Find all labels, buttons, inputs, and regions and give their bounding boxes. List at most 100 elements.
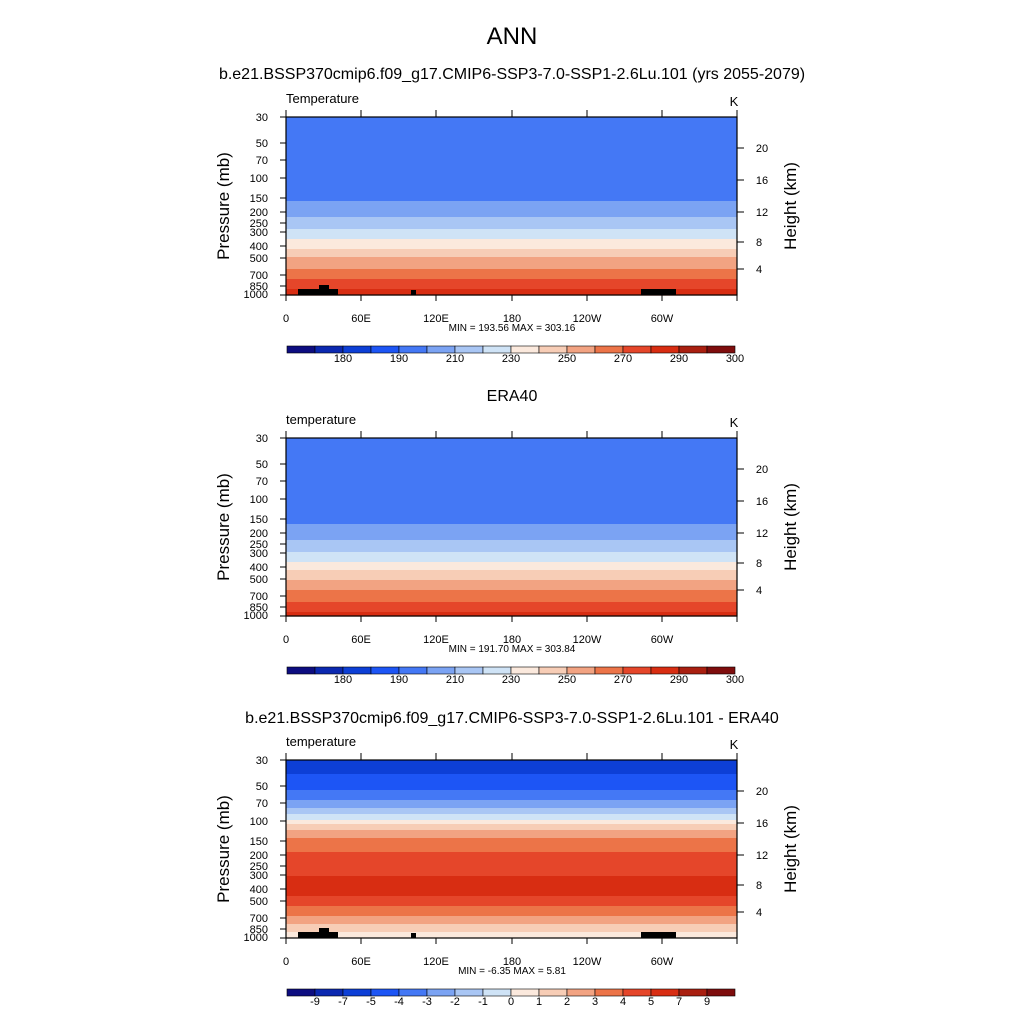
contour-band [286,143,737,146]
tick-label: 16 [756,175,768,187]
contour-band [286,564,737,567]
contour-band [286,171,737,174]
contour-band [286,185,737,188]
contour-band [286,566,737,569]
height-axis-label: Height (km) [781,805,800,893]
tick-label: 180 [503,313,521,325]
contour-band [286,570,737,573]
contour-band [286,820,737,823]
contour-band [286,163,737,166]
contour-band [286,842,737,845]
contour-band [286,133,737,136]
colorbar-box [370,988,400,997]
contour-band [286,912,737,915]
contour-band [286,850,737,853]
contour-band [286,876,737,879]
panel-model: b.e21.BSSP370cmip6.f09_g17.CMIP6-SSP3-7.… [214,66,805,365]
contour-band [286,586,737,589]
tick-label: 16 [756,818,768,830]
contour-band [286,139,737,142]
tick-label: 120W [573,956,602,968]
colorbar-box [650,345,680,354]
contour-band [286,446,737,449]
contour-band [286,874,737,877]
colorbar-box [454,345,484,354]
contour-band [286,808,737,811]
contour-band [286,502,737,505]
contour-band [286,532,737,535]
tick-label: 100 [250,173,268,185]
colorbar-label: 270 [614,353,632,365]
contour-band [286,239,737,242]
contour-band [286,540,737,543]
tick-label: 500 [250,896,268,908]
tick-label: 300 [250,548,268,560]
colorbar-box [398,666,428,675]
tick-label: 250 [250,218,268,230]
contour-band [286,283,737,286]
contour-band [286,462,737,465]
tick-label: 250 [250,539,268,551]
tick-label: 60W [651,313,674,325]
contour-band [286,814,737,817]
contour-band [286,215,737,218]
contour-band [286,119,737,122]
colorbar-box [370,666,400,675]
contour-band [286,161,737,164]
contour-band [286,776,737,779]
contour-band [286,594,737,597]
colorbar-box [566,666,596,675]
tick-label: 700 [250,270,268,282]
contour-band [286,131,737,134]
contour-band [286,930,737,933]
colorbar-box [706,666,736,675]
colorbar-box [538,988,568,997]
contour-band [286,784,737,787]
contour-band [286,253,737,256]
contour-band [286,490,737,493]
contour-band [286,177,737,180]
contour-band [286,440,737,443]
contour-band [286,255,737,258]
tick-label: 50 [256,459,268,471]
contour-band [286,257,737,260]
contour-band [286,135,737,138]
contour-band [286,516,737,519]
colorbar-box [314,345,344,354]
colorbar-label: 300 [726,353,744,365]
contour-band [286,614,737,617]
contour-band [286,884,737,887]
tick-label: 60E [351,634,371,646]
tick-label: 8 [756,558,762,570]
contour-band [286,245,737,248]
contour-band [286,271,737,274]
contour-band [286,153,737,156]
colorbar [286,988,736,997]
height-ticks: 20 16 12 8 4 [737,143,768,276]
contour-band [286,247,737,250]
contour-band [286,560,737,563]
contour-band [286,121,737,124]
pressure-axis-label: Pressure (mb) [214,473,233,581]
contour-band [286,223,737,226]
colorbar-label: 190 [390,674,408,686]
longitude-ticks: 0 60E 120E 180 120W 60W [283,753,738,968]
contour-band [286,197,737,200]
longitude-ticks: 0 60E 120E 180 120W 60W [283,431,738,646]
contour-band [286,221,737,224]
colorbar-label: -4 [394,996,404,1008]
contour-band [286,199,737,202]
contour-band [286,201,737,204]
contour-band [286,878,737,881]
contour-band [286,211,737,214]
colorbar-box [678,666,708,675]
colorbar-labels: 180 190 210 230 250 270 290 300 [334,353,744,365]
contour-band [286,289,737,292]
tick-label: 12 [756,528,768,540]
contour-band [286,838,737,841]
colorbar-box [650,666,680,675]
contour-band [286,169,737,172]
tick-label: 120W [573,634,602,646]
contour-band [286,484,737,487]
contour-band [286,213,737,216]
